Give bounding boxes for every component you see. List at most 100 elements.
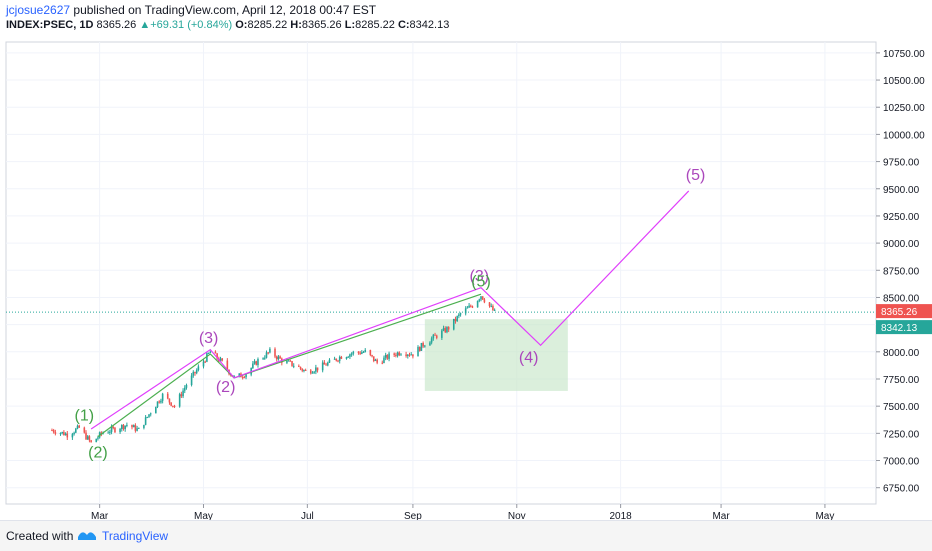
y-tick-label: 9250.00: [883, 212, 920, 223]
candle-body: [464, 308, 467, 314]
candle-body: [311, 372, 314, 374]
candle-body: [316, 367, 319, 371]
y-tick-label: 7250.00: [883, 429, 920, 440]
candle-body: [338, 356, 341, 361]
y-tick-label: 10500.00: [883, 76, 925, 87]
candle-body: [172, 405, 174, 407]
candle-body: [393, 353, 395, 355]
candle-body: [408, 354, 411, 356]
candle-body: [374, 359, 377, 361]
candle-body: [493, 309, 496, 311]
candle-body: [412, 354, 414, 357]
candle-body: [54, 432, 57, 434]
candle-body: [61, 431, 63, 434]
candle-body: [361, 352, 363, 354]
candle-body: [78, 425, 81, 428]
candle-body: [299, 366, 302, 369]
y-tick-label: 10250.00: [883, 103, 925, 114]
candle-body: [66, 433, 69, 438]
candle-body: [364, 349, 367, 352]
author-link[interactable]: jcjosue2627: [6, 3, 71, 17]
candle-body: [216, 353, 218, 359]
candle-body: [192, 371, 195, 376]
chart-area[interactable]: 6750.00 7000.00 7250.00 7500.00 7750.00 8000.…: [0, 40, 932, 522]
candle-body: [90, 440, 92, 443]
candle-body: [434, 334, 436, 336]
candle-body: [262, 358, 264, 360]
candle-body: [166, 393, 169, 399]
wave-label: (2): [216, 379, 236, 396]
candle-body: [122, 424, 125, 430]
candle-body: [100, 432, 103, 434]
candle-body: [420, 342, 423, 351]
candle-body: [168, 398, 171, 403]
candle-body: [109, 431, 111, 433]
candle-body: [292, 365, 295, 367]
candle-body: [396, 352, 399, 356]
ohlc-line: INDEX:PSEC, 1D 8365.26 ▲+69.31 (+0.84%) …: [6, 19, 449, 31]
y-tick-label: 9750.00: [883, 158, 920, 169]
candle-body: [156, 401, 159, 407]
candle-body: [480, 296, 482, 300]
candle-body: [132, 425, 135, 428]
y-tick-label: 10000.00: [883, 130, 925, 141]
candle-body: [444, 328, 447, 333]
candle-body: [75, 428, 77, 433]
candle-body: [452, 318, 455, 330]
candle-body: [275, 356, 278, 360]
candle-body: [430, 338, 433, 343]
candle-body: [245, 374, 247, 378]
candle-body: [131, 424, 133, 428]
candle-body: [194, 371, 196, 374]
published-text: published on TradingView.com, April 12, …: [73, 3, 377, 17]
tradingview-brand[interactable]: TradingView: [102, 529, 169, 543]
wave-label: (5): [471, 274, 491, 291]
candle-body: [112, 426, 115, 428]
candle-body: [466, 307, 469, 309]
candle-body: [279, 356, 281, 359]
candle-body: [155, 406, 157, 414]
price-chart[interactable]: 6750.00 7000.00 7250.00 7500.00 7750.00 8000.…: [0, 40, 932, 522]
candle-body: [459, 313, 462, 315]
candle-body: [395, 354, 397, 356]
candle-body: [63, 431, 65, 436]
y-tick-label: 7750.00: [883, 375, 920, 386]
low-label: L:: [344, 19, 356, 31]
candle-body: [274, 348, 276, 357]
candle-body: [359, 352, 361, 354]
candle-body: [185, 384, 188, 388]
candle-body: [432, 334, 435, 339]
candle-body: [352, 351, 355, 354]
candle-body: [226, 360, 229, 370]
candle-body: [287, 360, 290, 362]
candle-body: [197, 366, 200, 371]
price-tag-close-bg: [876, 320, 932, 335]
candle-body: [410, 354, 413, 356]
candle-body: [265, 352, 268, 358]
candle-body: [447, 327, 450, 330]
candle-body: [418, 346, 421, 351]
candle-body: [136, 428, 138, 431]
candle-body: [178, 394, 181, 407]
candle-body: [362, 351, 365, 353]
x-tick-label: Mar: [91, 511, 109, 520]
candle-body: [298, 365, 300, 367]
candle-body: [326, 362, 329, 366]
candle-body: [442, 328, 445, 331]
wave-count-green: [97, 293, 482, 438]
candle-body: [107, 432, 109, 434]
candle-body: [456, 316, 458, 322]
candle-body: [383, 357, 385, 364]
candle-body: [488, 302, 491, 307]
candle-body: [52, 430, 55, 433]
candle-body: [148, 414, 150, 417]
x-tick-label: 2018: [609, 511, 632, 520]
candle-body: [183, 387, 186, 391]
candle-body: [64, 433, 67, 436]
candle-body: [182, 390, 184, 397]
tradingview-logo-icon[interactable]: [76, 527, 98, 543]
candle-body: [233, 376, 235, 378]
x-tick-label: Nov: [508, 511, 526, 520]
candle-body: [277, 356, 280, 360]
candle-body: [407, 354, 409, 356]
